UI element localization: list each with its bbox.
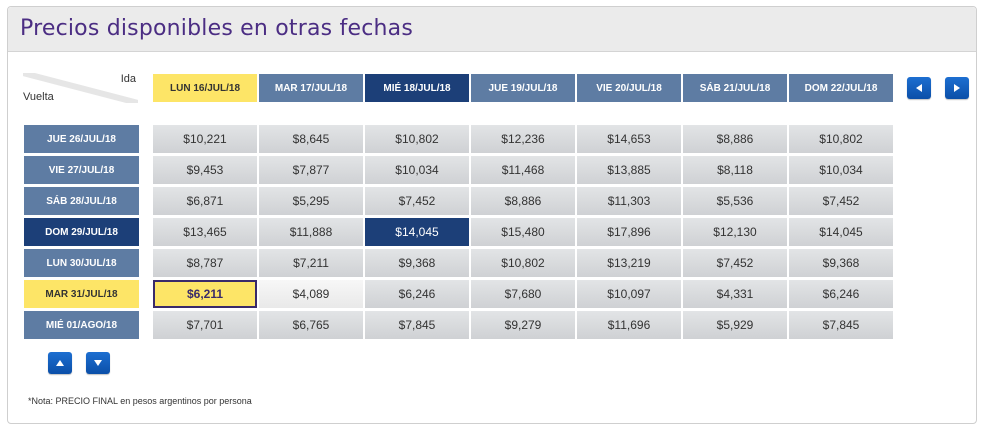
price-cell[interactable]: $12,236 — [471, 125, 575, 153]
column-header-mar-17[interactable]: MAR 17/JUL/18 — [259, 74, 363, 102]
price-cell[interactable]: $7,845 — [789, 311, 893, 339]
arrow-left-icon — [916, 84, 922, 92]
price-cell[interactable]: $13,465 — [153, 218, 257, 246]
price-cell[interactable]: $8,645 — [259, 125, 363, 153]
price-cell[interactable]: $11,696 — [577, 311, 681, 339]
price-cell[interactable]: $7,452 — [683, 249, 787, 277]
next-return-dates-button[interactable] — [86, 352, 110, 374]
row-header-sab-28[interactable]: SÁB 28/JUL/18 — [24, 187, 139, 215]
price-cell[interactable]: $11,468 — [471, 156, 575, 184]
price-cell[interactable]: $6,246 — [365, 280, 469, 308]
row-header-vie-27[interactable]: VIE 27/JUL/18 — [24, 156, 139, 184]
price-cell[interactable]: $7,877 — [259, 156, 363, 184]
price-cell[interactable]: $11,303 — [577, 187, 681, 215]
column-header-sab-21[interactable]: SÁB 21/JUL/18 — [683, 74, 787, 102]
price-cell[interactable]: $7,680 — [471, 280, 575, 308]
panel-header: Precios disponibles en otras fechas — [8, 7, 976, 52]
row-header-dom-29[interactable]: DOM 29/JUL/18 — [24, 218, 139, 246]
price-cell[interactable]: $6,246 — [789, 280, 893, 308]
price-cell[interactable]: $6,871 — [153, 187, 257, 215]
price-cell[interactable]: $9,279 — [471, 311, 575, 339]
prices-panel: Precios disponibles en otras fechas — [7, 6, 977, 424]
selected-price-cell[interactable]: $14,045 — [365, 218, 469, 246]
price-cell[interactable]: $11,888 — [259, 218, 363, 246]
price-cell[interactable]: $6,765 — [259, 311, 363, 339]
price-cell[interactable]: $10,097 — [577, 280, 681, 308]
prev-return-dates-button[interactable] — [48, 352, 72, 374]
price-cell[interactable]: $8,787 — [153, 249, 257, 277]
price-cell[interactable]: $10,802 — [471, 249, 575, 277]
price-cell[interactable]: $17,896 — [577, 218, 681, 246]
price-cell[interactable]: $13,219 — [577, 249, 681, 277]
price-cell[interactable]: $8,118 — [683, 156, 787, 184]
row-header-lun-30[interactable]: LUN 30/JUL/18 — [24, 249, 139, 277]
price-cell[interactable]: $14,045 — [789, 218, 893, 246]
price-cell[interactable]: $14,653 — [577, 125, 681, 153]
price-cell[interactable]: $7,211 — [259, 249, 363, 277]
price-cell[interactable]: $10,802 — [789, 125, 893, 153]
price-cell[interactable]: $7,452 — [789, 187, 893, 215]
column-header-lun-16[interactable]: LUN 16/JUL/18 — [153, 74, 257, 102]
price-cell[interactable]: $5,536 — [683, 187, 787, 215]
ida-label: Ida — [120, 73, 136, 85]
price-cell[interactable]: $4,331 — [683, 280, 787, 308]
price-cell[interactable]: $9,368 — [365, 249, 469, 277]
row-header-mie-01[interactable]: MIÉ 01/AGO/18 — [24, 311, 139, 339]
price-cell[interactable]: $15,480 — [471, 218, 575, 246]
price-cell[interactable]: $7,452 — [365, 187, 469, 215]
next-dates-button[interactable] — [945, 77, 969, 99]
vuelta-label: Vuelta — [23, 91, 54, 103]
price-cell[interactable]: $8,886 — [683, 125, 787, 153]
price-cell[interactable]: $4,089 — [259, 280, 363, 308]
price-note: *Nota: PRECIO FINAL en pesos argentinos … — [28, 396, 252, 406]
row-header-mar-31[interactable]: MAR 31/JUL/18 — [24, 280, 139, 308]
column-header-mie-18[interactable]: MIÉ 18/JUL/18 — [365, 74, 469, 102]
page-title: Precios disponibles en otras fechas — [20, 16, 413, 41]
arrow-down-icon — [94, 360, 102, 366]
price-cell[interactable]: $10,034 — [789, 156, 893, 184]
price-cell[interactable]: $10,034 — [365, 156, 469, 184]
grid-corner: Ida Vuelta — [23, 73, 138, 103]
price-cell[interactable]: $12,130 — [683, 218, 787, 246]
price-cell[interactable]: $10,802 — [365, 125, 469, 153]
price-cell[interactable]: $13,885 — [577, 156, 681, 184]
price-cell[interactable]: $10,221 — [153, 125, 257, 153]
best-price-cell[interactable]: $6,211 — [153, 280, 257, 308]
arrow-up-icon — [56, 360, 64, 366]
price-cell[interactable]: $7,701 — [153, 311, 257, 339]
corner-diagonal — [23, 73, 138, 103]
price-cell[interactable]: $8,886 — [471, 187, 575, 215]
price-cell[interactable]: $5,929 — [683, 311, 787, 339]
price-cell[interactable]: $9,368 — [789, 249, 893, 277]
arrow-right-icon — [954, 84, 960, 92]
price-cell[interactable]: $7,845 — [365, 311, 469, 339]
column-header-vie-20[interactable]: VIE 20/JUL/18 — [577, 74, 681, 102]
row-header-jue-26[interactable]: JUE 26/JUL/18 — [24, 125, 139, 153]
price-cell[interactable]: $9,453 — [153, 156, 257, 184]
prev-dates-button[interactable] — [907, 77, 931, 99]
column-header-jue-19[interactable]: JUE 19/JUL/18 — [471, 74, 575, 102]
column-header-dom-22[interactable]: DOM 22/JUL/18 — [789, 74, 893, 102]
price-cell[interactable]: $5,295 — [259, 187, 363, 215]
